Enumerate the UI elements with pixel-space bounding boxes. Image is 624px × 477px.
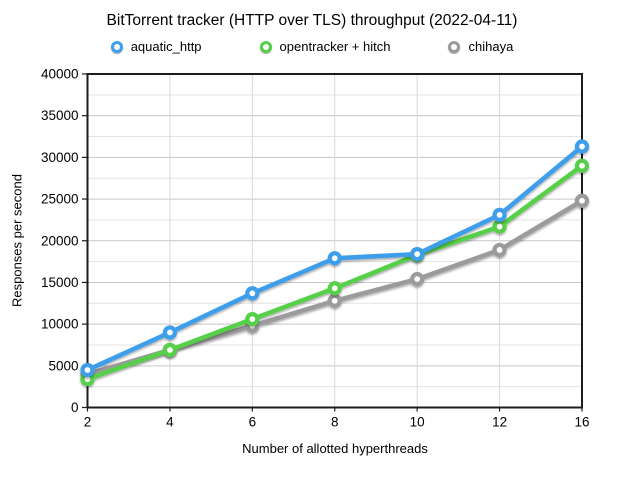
- legend-item-opentracker-hitch: opentracker + hitch: [259, 39, 391, 54]
- y-tick-label: 0: [71, 400, 79, 415]
- data-point-marker: [492, 207, 507, 223]
- x-axis-title: Number of allotted hyperthreads: [242, 441, 428, 456]
- legend-item-chihaya: chihaya: [448, 39, 513, 54]
- legend-item-aquatic-http: aquatic_http: [110, 39, 202, 54]
- data-point-marker: [327, 281, 342, 296]
- y-tick-label: 35000: [41, 108, 79, 123]
- x-tick-label: 8: [331, 415, 339, 430]
- legend-label: chihaya: [468, 39, 514, 54]
- data-point-marker: [245, 286, 260, 301]
- data-point-marker: [162, 325, 178, 340]
- data-point-marker: [574, 193, 590, 208]
- data-point-marker: [410, 272, 425, 287]
- data-point-marker: [410, 246, 425, 262]
- y-tick-label: 5000: [48, 358, 78, 373]
- x-tick-label: 12: [492, 415, 507, 430]
- data-point-marker: [245, 312, 260, 327]
- y-tick-label: 30000: [41, 150, 79, 165]
- data-point-marker: [492, 242, 507, 258]
- data-point-marker: [80, 362, 95, 378]
- series-aquatic-http: [80, 139, 590, 378]
- series-opentracker-hitch: [80, 158, 590, 387]
- chart-title: BitTorrent tracker (HTTP over TLS) throu…: [106, 12, 518, 29]
- data-point-marker: [492, 219, 507, 234]
- legend-ring-icon: [259, 40, 272, 53]
- y-tick-label: 25000: [41, 192, 79, 207]
- legend-ring-icon: [448, 40, 461, 53]
- data-point-marker: [327, 293, 342, 308]
- x-tick-label: 16: [574, 415, 589, 430]
- legend-label: opentracker + hitch: [279, 39, 391, 54]
- data-point-marker: [162, 342, 178, 358]
- x-tick-label: 4: [166, 415, 174, 430]
- legend-label: aquatic_http: [130, 39, 202, 54]
- data-point-marker: [327, 251, 342, 266]
- y-tick-label: 15000: [41, 275, 79, 290]
- chart-legend: aquatic_http opentracker + hitch chihaya: [0, 39, 624, 54]
- data-point-marker: [574, 158, 590, 173]
- y-tick-label: 10000: [41, 317, 79, 332]
- y-tick-label: 40000: [41, 67, 79, 82]
- legend-ring-icon: [110, 40, 123, 53]
- x-tick-label: 6: [249, 415, 257, 430]
- data-point-marker: [574, 139, 590, 154]
- x-tick-label: 2: [84, 415, 92, 430]
- x-tick-label: 10: [410, 415, 425, 430]
- y-tick-label: 20000: [41, 233, 79, 248]
